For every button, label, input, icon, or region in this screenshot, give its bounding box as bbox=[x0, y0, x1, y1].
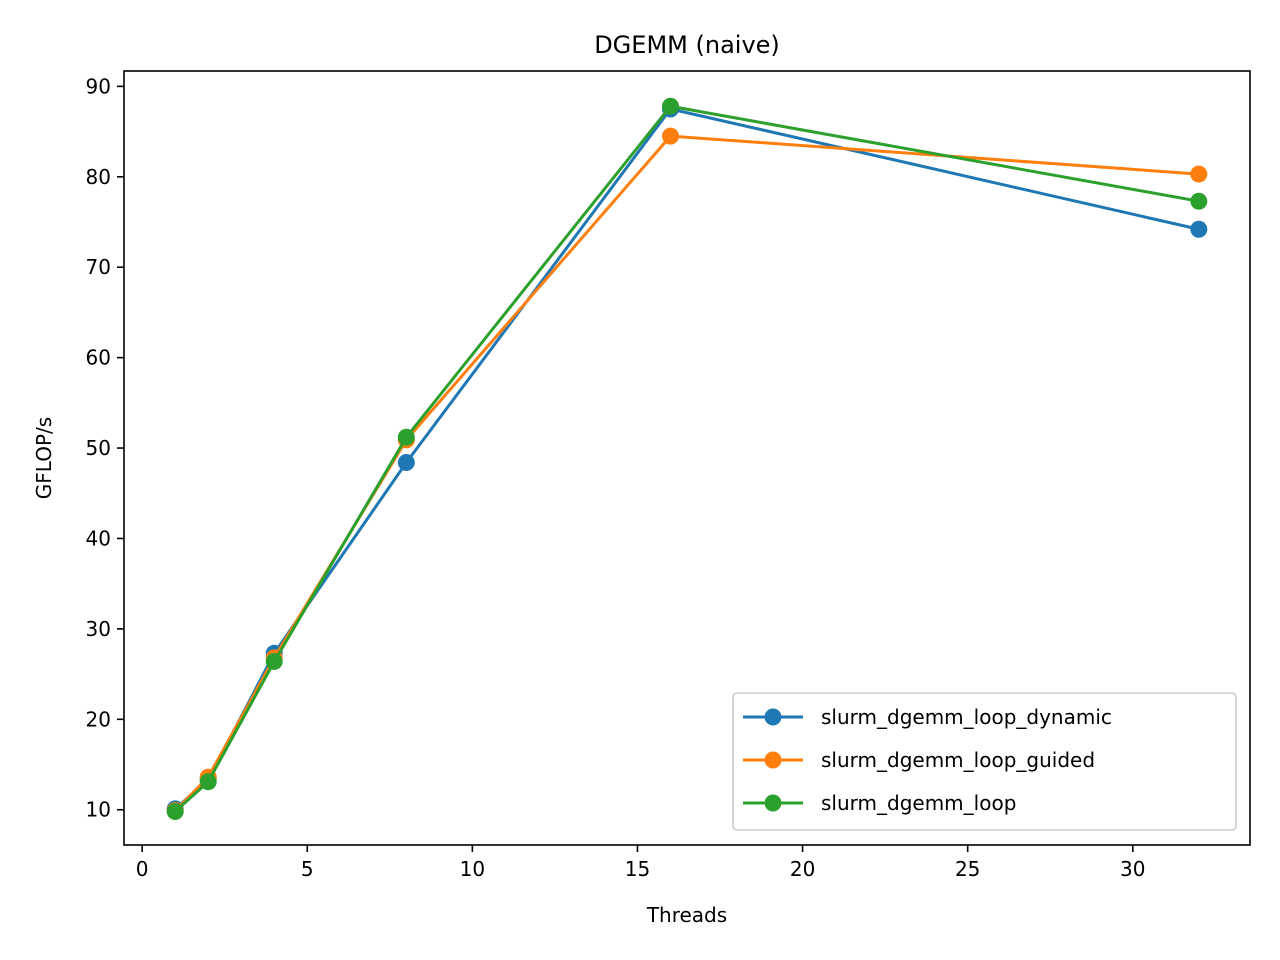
data-point bbox=[661, 97, 679, 115]
x-tick-label: 25 bbox=[955, 857, 980, 881]
x-tick-label: 15 bbox=[625, 857, 650, 881]
x-tick-label: 5 bbox=[301, 857, 314, 881]
y-tick-label: 70 bbox=[86, 255, 111, 279]
data-point bbox=[661, 127, 679, 145]
x-tick-label: 30 bbox=[1120, 857, 1145, 881]
data-point bbox=[397, 454, 415, 472]
data-point bbox=[1190, 192, 1208, 210]
y-tick-label: 80 bbox=[86, 165, 111, 189]
y-tick-label: 60 bbox=[86, 346, 111, 370]
series-layer bbox=[166, 97, 1208, 821]
legend-marker bbox=[764, 794, 782, 812]
data-point bbox=[265, 652, 283, 670]
legend-item: slurm_dgemm_loop bbox=[743, 791, 1016, 815]
y-tick-label: 40 bbox=[86, 526, 111, 550]
x-axis: 0 5 10 15 20 25 30 bbox=[136, 845, 1146, 881]
series-slurm_dgemm_loop bbox=[166, 97, 1208, 821]
x-tick-label: 0 bbox=[136, 857, 149, 881]
legend-box bbox=[732, 692, 1237, 831]
legend: slurm_dgemm_loop_dynamic slurm_dgemm_loop… bbox=[732, 692, 1237, 831]
data-point bbox=[199, 773, 217, 791]
data-point bbox=[397, 428, 415, 446]
y-tick-label: 50 bbox=[86, 436, 111, 460]
chart-title: DGEMM (naive) bbox=[594, 31, 780, 59]
legend-marker bbox=[764, 708, 782, 726]
legend-item: slurm_dgemm_loop_dynamic bbox=[743, 705, 1112, 729]
plot-area bbox=[123, 70, 1251, 846]
legend-label: slurm_dgemm_loop bbox=[821, 791, 1016, 815]
legend-marker bbox=[764, 751, 782, 769]
y-axis-label: GFLOP/s bbox=[32, 417, 56, 499]
data-point bbox=[166, 803, 184, 821]
legend-label: slurm_dgemm_loop_guided bbox=[821, 748, 1095, 772]
y-tick-label: 10 bbox=[86, 798, 111, 822]
y-tick-label: 30 bbox=[86, 617, 111, 641]
y-tick-label: 20 bbox=[86, 707, 111, 731]
x-tick-label: 10 bbox=[460, 857, 485, 881]
y-axis: 10 20 30 40 50 60 70 80 90 bbox=[86, 74, 124, 822]
x-tick-label: 20 bbox=[790, 857, 815, 881]
data-point bbox=[1190, 220, 1208, 238]
y-tick-label: 90 bbox=[86, 74, 111, 98]
legend-item: slurm_dgemm_loop_guided bbox=[743, 748, 1095, 772]
legend-label: slurm_dgemm_loop_dynamic bbox=[821, 705, 1112, 729]
data-point bbox=[1190, 165, 1208, 183]
x-axis-label: Threads bbox=[646, 903, 727, 927]
